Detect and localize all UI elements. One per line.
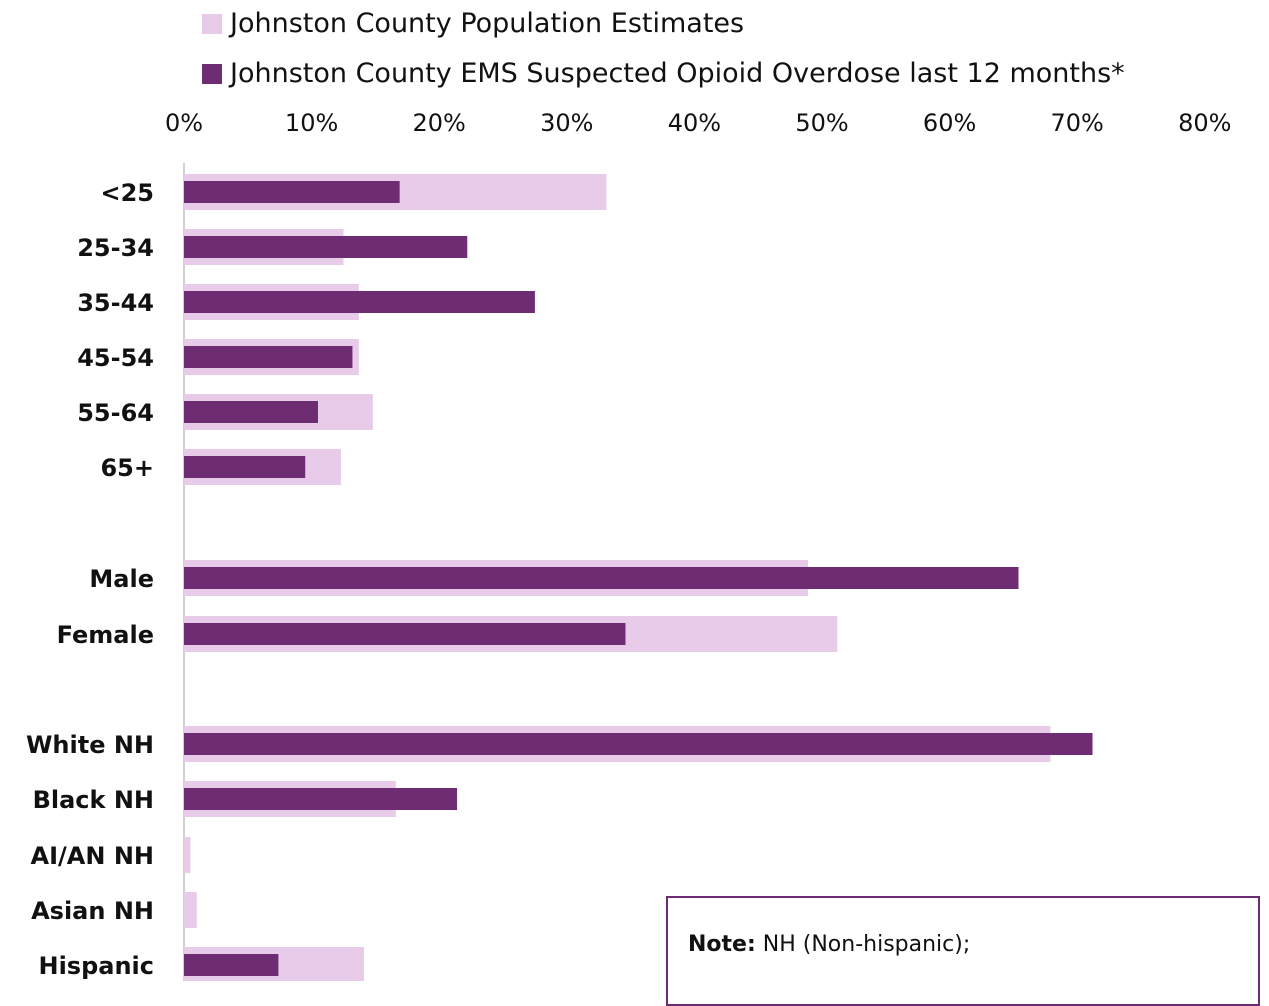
legend-label-population: Johnston County Population Estimates	[230, 8, 745, 39]
x-tick-label: 80%	[1178, 109, 1231, 137]
legend-label-ems-overdose: Johnston County EMS Suspected Opioid Ove…	[230, 58, 1125, 89]
legend-swatch-population	[202, 13, 222, 34]
category-label: AI/AN NH	[31, 842, 154, 870]
note-box: Note: NH (Non-hispanic);	[666, 896, 1260, 1006]
x-tick-label: 0%	[165, 109, 203, 137]
bar-ems-overdose	[184, 181, 400, 203]
bar-ems-overdose	[184, 788, 458, 810]
legend-swatch-ems-overdose	[202, 63, 222, 84]
category-label: 25-34	[77, 234, 154, 262]
category-label: Male	[89, 565, 154, 593]
x-tick-label: 30%	[540, 109, 593, 137]
bar-ems-overdose	[184, 567, 1019, 589]
category-label: Asian NH	[31, 897, 154, 925]
category-label: Hispanic	[38, 952, 154, 980]
x-tick-label: 20%	[413, 109, 466, 137]
x-tick-label: 60%	[923, 109, 976, 137]
bar-chart: 0% 10% 20% 30% 40% 50% 60% 70% 80% <25 25-34 35-44 4…	[26, 109, 1231, 981]
x-tick-label: 40%	[668, 109, 721, 137]
bar-population	[184, 837, 191, 873]
category-label: 55-64	[77, 399, 154, 427]
bar-ems-overdose	[184, 291, 535, 313]
x-tick-label: 70%	[1051, 109, 1104, 137]
legend-item-ems-overdose: Johnston County EMS Suspected Opioid Ove…	[202, 58, 1125, 89]
bar-ems-overdose	[184, 623, 626, 645]
bar-ems-overdose	[184, 954, 279, 976]
bar-ems-overdose	[184, 346, 353, 368]
category-label: 65+	[100, 454, 154, 482]
bar-ems-overdose	[184, 733, 1093, 755]
category-label: 45-54	[77, 344, 154, 372]
bar-ems-overdose	[184, 456, 306, 478]
bar-ems-overdose	[184, 236, 468, 258]
category-label: White NH	[26, 731, 154, 759]
legend-item-population: Johnston County Population Estimates	[202, 8, 744, 39]
note-label: Note:	[688, 932, 756, 957]
category-label: Black NH	[33, 786, 154, 814]
bar-population	[184, 892, 197, 928]
x-tick-label: 10%	[285, 109, 338, 137]
note-text: Note: NH (Non-hispanic);	[688, 932, 970, 957]
category-label: <25	[100, 179, 154, 207]
category-label: 35-44	[77, 289, 154, 317]
x-tick-label: 50%	[795, 109, 848, 137]
bar-ems-overdose	[184, 401, 318, 423]
note-body: NH (Non-hispanic);	[755, 932, 971, 957]
category-label: Female	[57, 621, 154, 649]
